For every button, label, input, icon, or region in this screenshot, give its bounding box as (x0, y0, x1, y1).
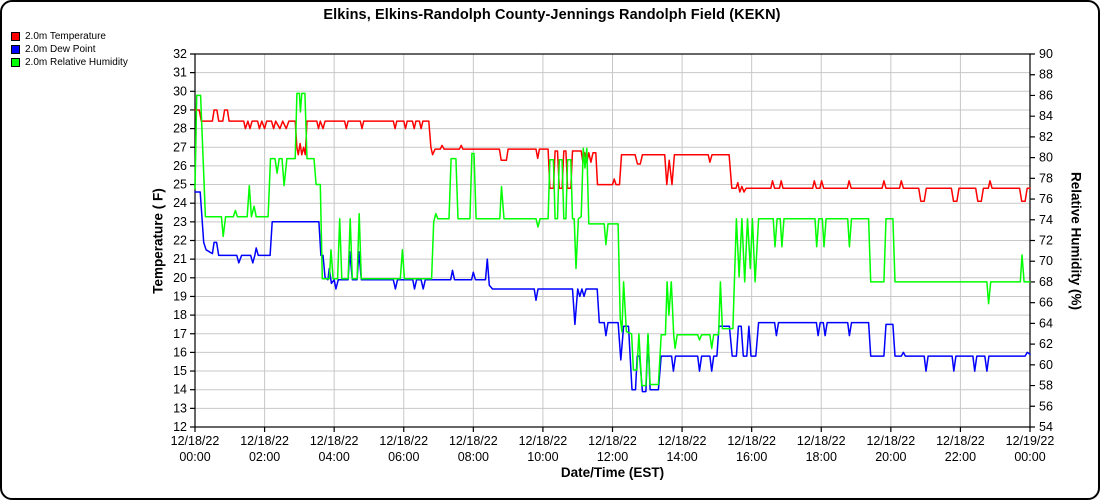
svg-text:28: 28 (173, 122, 187, 136)
svg-text:12/18/22: 12/18/22 (866, 434, 915, 448)
x-axis-title: Date/Time (EST) (560, 465, 665, 480)
svg-text:56: 56 (1039, 399, 1053, 413)
svg-text:17: 17 (173, 327, 187, 341)
svg-text:18:00: 18:00 (806, 450, 837, 464)
svg-text:00:00: 00:00 (1014, 450, 1045, 464)
svg-text:00:00: 00:00 (179, 450, 210, 464)
svg-text:18: 18 (173, 308, 187, 322)
chart-title: Elkins, Elkins-Randolph County-Jennings … (323, 7, 781, 23)
svg-text:12: 12 (173, 420, 187, 434)
legend-label: 2.0m Temperature (25, 31, 106, 42)
svg-text:80: 80 (1039, 151, 1053, 165)
svg-text:20:00: 20:00 (875, 450, 906, 464)
svg-text:24: 24 (173, 196, 187, 210)
legend-item-temperature: 2.0m Temperature (11, 30, 128, 43)
svg-text:12/18/22: 12/18/22 (310, 434, 359, 448)
svg-text:25: 25 (173, 178, 187, 192)
svg-text:12/18/22: 12/18/22 (449, 434, 498, 448)
svg-text:70: 70 (1039, 254, 1053, 268)
svg-text:84: 84 (1039, 109, 1053, 123)
svg-text:13: 13 (173, 401, 187, 415)
svg-text:12/19/22: 12/19/22 (1006, 434, 1055, 448)
legend-item-dew-point: 2.0m Dew Point (11, 43, 128, 56)
svg-text:58: 58 (1039, 379, 1053, 393)
svg-text:72: 72 (1039, 234, 1053, 248)
svg-text:60: 60 (1039, 358, 1053, 372)
svg-text:76: 76 (1039, 192, 1053, 206)
svg-text:22:00: 22:00 (945, 450, 976, 464)
svg-text:66: 66 (1039, 296, 1053, 310)
svg-text:82: 82 (1039, 130, 1053, 144)
svg-text:64: 64 (1039, 316, 1053, 330)
svg-text:14: 14 (173, 383, 187, 397)
svg-text:12/18/22: 12/18/22 (240, 434, 289, 448)
svg-text:16:00: 16:00 (736, 450, 767, 464)
svg-text:12/18/22: 12/18/22 (797, 434, 846, 448)
relative-humidity-swatch-icon (11, 58, 20, 67)
svg-text:68: 68 (1039, 275, 1053, 289)
svg-text:31: 31 (173, 66, 187, 80)
svg-text:26: 26 (173, 159, 187, 173)
svg-text:08:00: 08:00 (458, 450, 489, 464)
svg-text:62: 62 (1039, 337, 1053, 351)
svg-text:12:00: 12:00 (597, 450, 628, 464)
dew-point-swatch-icon (11, 45, 20, 54)
svg-text:32: 32 (173, 47, 187, 61)
svg-text:30: 30 (173, 84, 187, 98)
svg-text:74: 74 (1039, 213, 1053, 227)
legend-label: 2.0m Relative Humidity (25, 57, 128, 68)
svg-text:86: 86 (1039, 88, 1053, 102)
temperature-swatch-icon (11, 32, 20, 41)
svg-text:78: 78 (1039, 171, 1053, 185)
svg-text:12/18/22: 12/18/22 (727, 434, 776, 448)
svg-text:23: 23 (173, 215, 187, 229)
svg-text:02:00: 02:00 (249, 450, 280, 464)
svg-text:15: 15 (173, 364, 187, 378)
legend: 2.0m Temperature 2.0m Dew Point 2.0m Rel… (11, 30, 128, 69)
svg-text:21: 21 (173, 252, 187, 266)
svg-text:20: 20 (173, 271, 187, 285)
svg-text:12/18/22: 12/18/22 (936, 434, 985, 448)
svg-text:12/18/22: 12/18/22 (171, 434, 220, 448)
svg-text:10:00: 10:00 (527, 450, 558, 464)
legend-item-relative-humidity: 2.0m Relative Humidity (11, 56, 128, 69)
svg-text:22: 22 (173, 234, 187, 248)
svg-text:27: 27 (173, 140, 187, 154)
svg-text:12/18/22: 12/18/22 (519, 434, 568, 448)
svg-text:14:00: 14:00 (666, 450, 697, 464)
svg-text:88: 88 (1039, 68, 1053, 82)
svg-text:29: 29 (173, 103, 187, 117)
svg-text:12/18/22: 12/18/22 (379, 434, 428, 448)
legend-label: 2.0m Dew Point (25, 44, 96, 55)
svg-text:19: 19 (173, 289, 187, 303)
svg-text:06:00: 06:00 (388, 450, 419, 464)
svg-text:16: 16 (173, 345, 187, 359)
svg-text:12/18/22: 12/18/22 (658, 434, 707, 448)
svg-text:12/18/22: 12/18/22 (588, 434, 637, 448)
svg-text:90: 90 (1039, 47, 1053, 61)
svg-text:54: 54 (1039, 420, 1053, 434)
svg-text:04:00: 04:00 (319, 450, 350, 464)
